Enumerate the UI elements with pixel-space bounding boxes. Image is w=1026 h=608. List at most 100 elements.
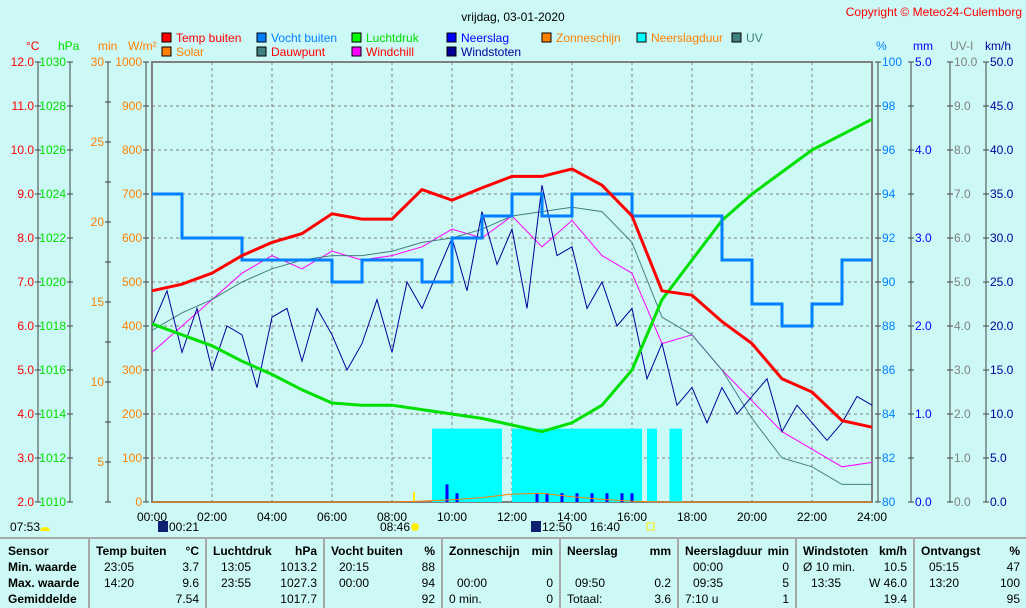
legend-label-10: Windstoten — [461, 45, 521, 59]
cell-value: 9.6 — [182, 576, 199, 590]
axis-tick-celsius: 3.0 — [17, 451, 34, 465]
neerslag-bar — [455, 493, 459, 502]
table-col-sensor: Sensor Min. waarde Max. waarde Gemiddelde — [0, 539, 88, 608]
cell-time: 13:35 — [811, 576, 842, 590]
axis-unit-kmh: km/h — [985, 39, 1011, 53]
neerslagduur-bar — [512, 428, 642, 502]
cell-time: 13:05 — [221, 560, 252, 574]
col-header-name: Temp buiten — [96, 544, 167, 558]
axis-tick-hpa: 1012 — [39, 451, 66, 465]
row-label-text: Min. waarde — [8, 560, 77, 574]
cell-value: 1027.3 — [280, 576, 317, 590]
row-label-text: Sensor — [8, 544, 49, 558]
table-col-zonneschijn: Zonneschijn min 00:00 0 0 min. 0 — [441, 539, 559, 608]
time-label: 08:00 — [377, 510, 407, 524]
col-row: 05:15 47 — [915, 559, 1026, 575]
neerslag-bar — [445, 484, 449, 502]
table-col-temp-buiten: Temp buiten °C 23:05 3.7 14:20 9.6 7.54 — [88, 539, 205, 608]
table-col-neerslag: Neerslag mm 09:50 0.2 Totaal: 3.6 — [559, 539, 677, 608]
cell-value: 19.4 — [883, 592, 907, 606]
time-label: 04:00 — [257, 510, 287, 524]
legend-swatch-10 — [446, 46, 457, 57]
axis-tick-wm2: 400 — [122, 319, 142, 333]
cell-value: 0.2 — [654, 576, 671, 590]
moonrise-time: 12:50 — [542, 520, 572, 534]
col-header-unit: °C — [185, 544, 199, 558]
cell-time: 00:00 — [457, 576, 488, 590]
axis-tick-pct: 96 — [882, 143, 896, 157]
axis-tick-mm: 2.0 — [915, 319, 932, 333]
neerslag-bar — [535, 493, 539, 502]
axis-tick-uvi: 5.0 — [954, 275, 971, 289]
cell-value: 92 — [421, 592, 435, 606]
axis-tick-min: 15 — [91, 295, 105, 309]
col-header-name: Luchtdruk — [213, 544, 272, 558]
cell-value: 5 — [782, 576, 789, 590]
col-header-unit: mm — [649, 544, 671, 558]
time-label: 20:00 — [737, 510, 767, 524]
axis-tick-mm: 1.0 — [915, 407, 932, 421]
time-label: 02:00 — [197, 510, 227, 524]
cell-value: 7.54 — [175, 592, 199, 606]
neerslagduur-bar — [647, 428, 657, 502]
axis-tick-wm2: 500 — [122, 275, 142, 289]
neerslag-bar — [560, 493, 564, 502]
legend-label-3: Neerslag — [461, 31, 509, 45]
cell-value: 47 — [1006, 560, 1020, 574]
axis-tick-celsius: 5.0 — [17, 363, 34, 377]
axis-tick-uvi: 10.0 — [954, 55, 978, 69]
col-header-name: Vocht buiten — [331, 544, 403, 558]
axis-tick-min: 20 — [91, 215, 105, 229]
axis-tick-kmh: 20.0 — [990, 319, 1014, 333]
neerslag-bar — [620, 493, 624, 502]
time-label: 22:00 — [797, 510, 827, 524]
cell-time: 14:20 — [104, 576, 135, 590]
table-col-windstoten: Windstoten km/h Ø 10 min. 10.5 13:35 W 46.0 19… — [795, 539, 913, 608]
cell-time: 00:00 — [693, 560, 724, 574]
col-header-unit: km/h — [878, 544, 907, 558]
axis-tick-pct: 80 — [882, 495, 896, 509]
astro-time-left: 07:53 — [10, 520, 40, 534]
axis-tick-wm2: 1000 — [115, 55, 142, 69]
series-line-solar — [152, 492, 872, 503]
col-header-unit: min — [531, 544, 553, 558]
axis-tick-uvi: 9.0 — [954, 99, 971, 113]
axis-tick-pct: 94 — [882, 187, 896, 201]
cell-time: 09:50 — [575, 576, 606, 590]
col-row: 92 — [325, 591, 441, 607]
axis-tick-hpa: 1024 — [39, 187, 66, 201]
col-row: 13:20 100 — [915, 575, 1026, 591]
cell-value: 1 — [782, 592, 789, 606]
legend-swatch-1 — [256, 32, 267, 43]
col-header-name: Zonneschijn — [449, 544, 520, 558]
axis-tick-hpa: 1010 — [39, 495, 66, 509]
legend-label-2: Luchtdruk — [366, 31, 420, 45]
axis-tick-wm2: 800 — [122, 143, 142, 157]
sun-low-icon — [40, 527, 50, 531]
time-label: 16:00 — [617, 510, 647, 524]
axis-tick-kmh: 15.0 — [990, 363, 1014, 377]
legend-swatch-0 — [161, 32, 172, 43]
axis-tick-celsius: 10.0 — [11, 143, 35, 157]
axis-tick-uvi: 4.0 — [954, 319, 971, 333]
row-label: Max. waarde — [0, 575, 88, 591]
series-line-temp-buiten — [151, 167, 873, 429]
cell-value: 3.6 — [654, 592, 671, 606]
neerslag-bar — [605, 493, 609, 502]
col-header-unit: % — [424, 544, 435, 558]
col-row — [561, 559, 677, 575]
cell-value: 1017.7 — [280, 592, 317, 606]
axis-tick-wm2: 700 — [122, 187, 142, 201]
chart-title: vrijdag, 03-01-2020 — [461, 10, 565, 24]
axis-unit-celsius: °C — [26, 39, 40, 53]
axis-tick-celsius: 2.0 — [17, 495, 34, 509]
axis-tick-hpa: 1028 — [39, 99, 66, 113]
axis-tick-celsius: 11.0 — [12, 99, 35, 113]
col-row: 0 min. 0 — [443, 591, 559, 607]
cell-value: 1013.2 — [280, 560, 317, 574]
cell-time: 0 min. — [449, 592, 482, 606]
cell-value: 0 — [546, 592, 553, 606]
col-row: 20:15 88 — [325, 559, 441, 575]
cell-value: 0 — [546, 576, 553, 590]
